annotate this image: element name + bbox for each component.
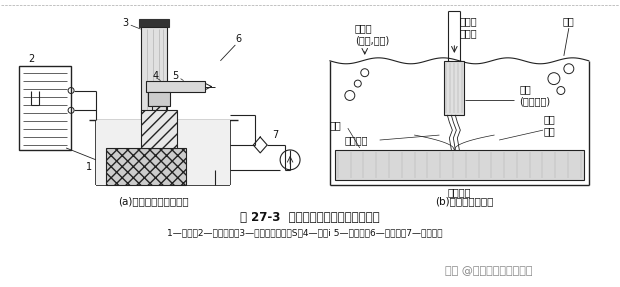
Bar (19, 66, 71, 150)
Bar (96, 120, 231, 185)
Text: 2: 2 (28, 54, 34, 64)
Text: 4: 4 (153, 71, 159, 81)
Text: 1—工件；2—脉冲电源；3—自动进给调节装S；4—工具i 5—工作液；6—过滤器》7—工作液泵: 1—工件；2—脉冲电源；3—自动进给调节装S；4—工具i 5—工作液；6—过滤器… (167, 229, 443, 238)
Text: 绝缘液
(煤油,柴油): 绝缘液 (煤油,柴油) (355, 23, 389, 45)
Bar (445, 61, 464, 115)
Text: 1: 1 (86, 162, 92, 172)
Text: 6: 6 (235, 34, 241, 44)
Text: 图 27-3  电火花成型加工原理的示意图: 图 27-3 电火花成型加工原理的示意图 (240, 211, 380, 224)
Bar (146, 81, 205, 92)
Text: 主轴头
送给量: 主轴头 送给量 (459, 16, 477, 38)
Text: (a)电火花成型加工原理: (a)电火花成型加工原理 (118, 196, 189, 206)
Bar (152, 106, 166, 144)
Bar (106, 148, 185, 185)
Text: 5: 5 (172, 71, 179, 81)
Text: 3: 3 (123, 18, 129, 28)
Text: 工件: 工件 (330, 120, 342, 130)
Text: 气泡: 气泡 (563, 16, 575, 26)
Text: 电极
(般为正极): 电极 (般为正极) (519, 85, 550, 106)
Bar (148, 92, 170, 106)
Text: 放电液体: 放电液体 (345, 135, 368, 145)
Text: 7: 7 (272, 130, 278, 140)
Text: 放电
间隙: 放电 间隙 (544, 115, 556, 136)
Bar (141, 27, 167, 126)
Text: 冲污进孔: 冲污进孔 (448, 187, 471, 197)
Bar (141, 110, 177, 148)
Bar (139, 19, 169, 27)
Text: 头条 @青华模具学院小欢欢: 头条 @青华模具学院小欢欢 (445, 266, 533, 276)
Text: (b)放电状况微观图: (b)放电状况微观图 (435, 196, 494, 206)
Bar (335, 150, 584, 180)
